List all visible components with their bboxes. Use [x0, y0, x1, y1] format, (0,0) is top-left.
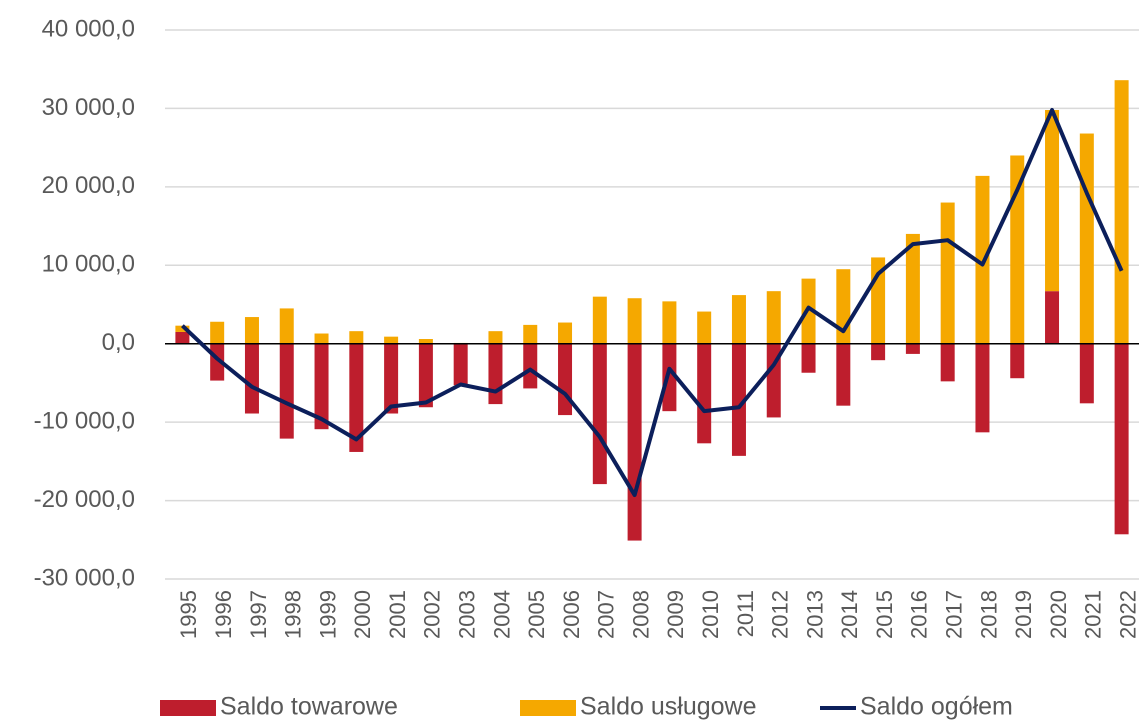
- bar: [905, 343, 920, 354]
- bar: [453, 343, 468, 386]
- bar: [349, 343, 364, 452]
- x-tick-label: 2018: [976, 590, 1001, 639]
- bar: [627, 298, 642, 344]
- legend-label: Saldo usługowe: [580, 693, 757, 721]
- bar: [1010, 343, 1025, 379]
- x-tick-label: 1997: [246, 590, 271, 639]
- y-tick-label: -20 000,0: [34, 486, 135, 513]
- y-tick-label: 10 000,0: [42, 251, 135, 278]
- bar: [349, 331, 364, 344]
- bar: [1079, 343, 1094, 404]
- bar: [1045, 109, 1060, 292]
- bar: [592, 296, 607, 344]
- x-tick-label: 1995: [176, 590, 201, 639]
- x-tick-label: 2015: [872, 590, 897, 639]
- bar: [384, 336, 399, 344]
- bar: [558, 322, 573, 344]
- y-tick-label: 40 000,0: [42, 15, 135, 42]
- bar: [244, 317, 259, 344]
- bar: [314, 333, 329, 344]
- bar: [210, 321, 225, 344]
- bar: [244, 343, 259, 414]
- bar: [279, 308, 294, 344]
- bar: [836, 343, 851, 406]
- x-tick-label: 2006: [559, 590, 584, 639]
- bar: [1114, 343, 1129, 535]
- bar: [662, 301, 677, 344]
- x-tick-label: 2013: [802, 590, 827, 639]
- x-tick-label: 2011: [733, 590, 758, 637]
- y-tick-label: -10 000,0: [34, 407, 135, 434]
- bar: [1079, 133, 1094, 344]
- bar: [175, 331, 190, 344]
- bar: [731, 343, 746, 456]
- x-tick-label: 2004: [489, 590, 514, 639]
- bar: [905, 233, 920, 344]
- bar: [488, 343, 503, 405]
- bar: [279, 343, 294, 439]
- x-tick-label: 2007: [594, 590, 619, 639]
- legend-swatch: [160, 700, 216, 716]
- line: [181, 107, 1124, 498]
- x-tick-label: 2002: [420, 590, 445, 639]
- x-tick-label: 2003: [454, 590, 479, 639]
- y-tick-label: 20 000,0: [42, 172, 135, 199]
- bar: [175, 325, 190, 332]
- bar: [1010, 155, 1025, 344]
- bar: [1114, 80, 1129, 344]
- bar: [592, 343, 607, 485]
- x-tick-label: 1996: [211, 590, 236, 639]
- x-tick-label: 2010: [698, 590, 723, 639]
- bar: [662, 343, 677, 412]
- legend-label: Saldo ogółem: [860, 693, 1013, 721]
- x-tick-label: 2001: [385, 590, 410, 639]
- x-tick-label: 2019: [1011, 590, 1036, 639]
- x-tick-label: 2014: [837, 590, 862, 639]
- bar: [418, 339, 433, 344]
- x-tick-label: 2017: [941, 590, 966, 639]
- bar: [523, 343, 538, 389]
- x-tick-label: 2012: [768, 590, 793, 639]
- x-tick-label: 2021: [1081, 590, 1106, 639]
- bar: [801, 343, 816, 373]
- x-tick-label: 2020: [1046, 590, 1071, 639]
- bar: [871, 343, 886, 361]
- bar: [418, 343, 433, 408]
- legend-label: Saldo towarowe: [220, 693, 398, 721]
- bar: [488, 331, 503, 344]
- bar: [558, 343, 573, 416]
- bar: [1045, 291, 1060, 344]
- bar: [731, 295, 746, 344]
- x-tick-label: 1999: [315, 590, 340, 639]
- x-tick-label: 2009: [663, 590, 688, 639]
- x-tick-label: 2008: [628, 590, 653, 639]
- bar: [940, 202, 955, 344]
- y-tick-label: -30 000,0: [34, 564, 135, 591]
- bar: [940, 343, 955, 382]
- bar: [523, 324, 538, 344]
- x-tick-label: 2016: [907, 590, 932, 639]
- legend-swatch: [520, 700, 576, 716]
- x-tick-label: 2000: [350, 590, 375, 639]
- bar: [627, 343, 642, 541]
- x-tick-label: 2005: [524, 590, 549, 639]
- bar: [314, 343, 329, 430]
- bar: [697, 343, 712, 444]
- y-tick-label: 30 000,0: [42, 94, 135, 121]
- bar: [766, 291, 781, 344]
- x-tick-label: 1998: [281, 590, 306, 639]
- x-tick-label: 2022: [1115, 590, 1139, 639]
- bar: [697, 311, 712, 344]
- y-tick-label: 0,0: [102, 329, 135, 356]
- grid: [165, 29, 1139, 580]
- bar: [384, 343, 399, 414]
- bar: [975, 343, 990, 433]
